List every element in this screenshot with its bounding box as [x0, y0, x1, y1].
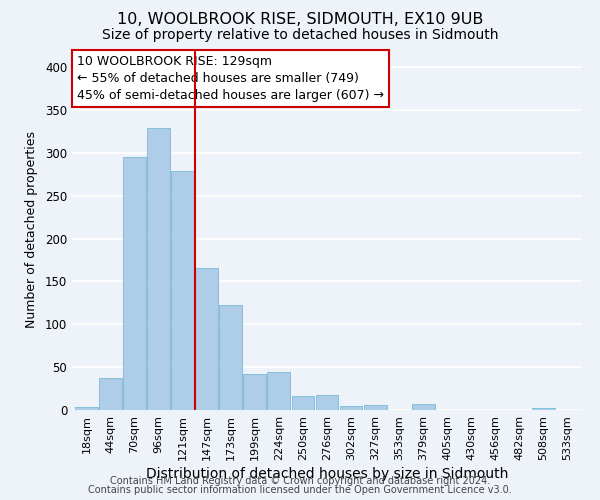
Bar [532, 408, 555, 410]
Bar [244, 374, 266, 410]
Bar [99, 378, 122, 410]
Text: 10 WOOLBROOK RISE: 129sqm
← 55% of detached houses are smaller (749)
45% of semi: 10 WOOLBROOK RISE: 129sqm ← 55% of detac… [77, 56, 384, 102]
Bar [412, 404, 434, 410]
Text: Size of property relative to detached houses in Sidmouth: Size of property relative to detached ho… [102, 28, 498, 42]
Bar [340, 406, 362, 410]
Text: 10, WOOLBROOK RISE, SIDMOUTH, EX10 9UB: 10, WOOLBROOK RISE, SIDMOUTH, EX10 9UB [117, 12, 483, 28]
Y-axis label: Number of detached properties: Number of detached properties [25, 132, 38, 328]
Bar [147, 128, 170, 410]
Bar [195, 268, 218, 410]
Bar [75, 406, 98, 410]
X-axis label: Distribution of detached houses by size in Sidmouth: Distribution of detached houses by size … [146, 467, 508, 481]
Bar [268, 372, 290, 410]
Bar [364, 405, 386, 410]
Text: Contains public sector information licensed under the Open Government Licence v3: Contains public sector information licen… [88, 485, 512, 495]
Bar [316, 396, 338, 410]
Bar [171, 171, 194, 410]
Bar [123, 157, 146, 410]
Text: Contains HM Land Registry data © Crown copyright and database right 2024.: Contains HM Land Registry data © Crown c… [110, 476, 490, 486]
Bar [220, 306, 242, 410]
Bar [292, 396, 314, 410]
